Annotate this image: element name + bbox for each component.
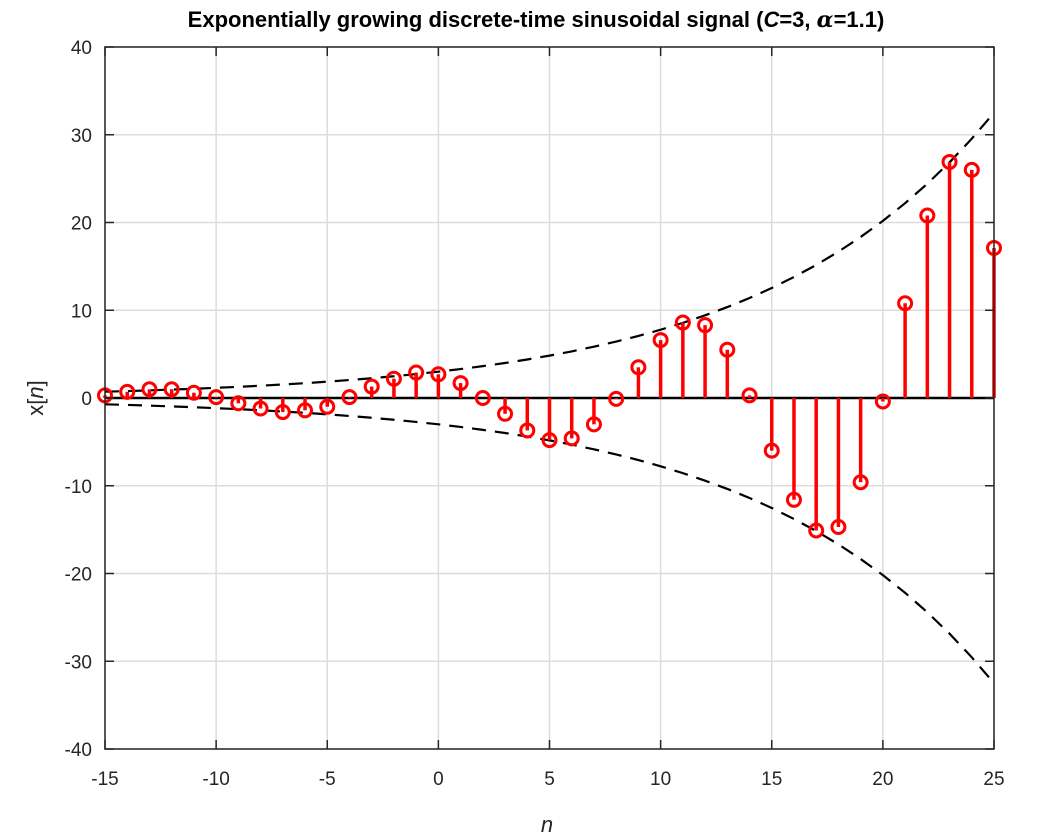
x-tick-labels: -15 -10 -5 0 5 10 15 20 25	[91, 769, 1004, 790]
x-tick-label: 20	[872, 769, 893, 790]
x-tick-label: -15	[91, 769, 118, 790]
x-tick-label: 5	[544, 769, 555, 790]
y-tick-label: -30	[65, 652, 92, 673]
stem-marker	[830, 518, 847, 535]
stem-marker	[674, 314, 691, 331]
stem-marker	[385, 370, 402, 387]
y-axis-label: x[n]	[23, 380, 48, 416]
y-tick-label: -40	[65, 740, 92, 761]
stem-marker	[452, 375, 469, 392]
stem-marker	[785, 491, 802, 508]
stem-marker	[474, 390, 491, 406]
x-tick-label: 10	[650, 769, 671, 790]
x-tick-label: -5	[319, 769, 336, 790]
stem-marker	[874, 393, 891, 410]
stem-marker	[697, 317, 714, 334]
x-tick-label: 15	[761, 769, 782, 790]
stem-marker	[919, 207, 936, 224]
stem-marker	[763, 442, 780, 459]
stem-marker	[319, 398, 336, 415]
stem-marker	[541, 432, 558, 449]
y-tick-label: -10	[65, 477, 92, 498]
stem-marker	[408, 364, 425, 381]
stem-marker	[741, 387, 758, 404]
stem-marker	[719, 341, 736, 358]
stem-marker	[941, 153, 958, 170]
stem-marker	[185, 384, 202, 401]
stem-marker	[652, 332, 669, 349]
stem-marker	[274, 404, 291, 421]
stem-marker	[363, 378, 380, 395]
chart-title: Exponentially growing discrete-time sinu…	[188, 7, 885, 33]
axes-frame	[104, 46, 995, 750]
y-tick-label: 0	[81, 389, 92, 410]
y-tick-label: 10	[71, 301, 92, 322]
stem-marker	[608, 390, 625, 407]
y-tick-labels: -40 -30 -20 -10 0 10 20 30 40	[65, 38, 92, 761]
stem-marker	[163, 381, 180, 398]
stem-marker	[497, 405, 514, 422]
stem-marker	[897, 295, 914, 312]
y-tick-label: 30	[71, 126, 92, 147]
x-tick-label: 25	[983, 769, 1004, 790]
envelope-upper	[104, 112, 995, 393]
y-tick-label: -20	[65, 565, 92, 586]
stem-marker	[230, 395, 247, 412]
stem-marker	[630, 359, 647, 376]
stem-marker	[430, 366, 447, 383]
stem-marker	[341, 389, 358, 406]
x-axis-label: n	[541, 812, 553, 837]
stem-marker	[852, 474, 869, 491]
y-tick-label: 20	[71, 214, 92, 235]
stem-marker	[585, 416, 602, 433]
stem-marker	[563, 430, 580, 447]
stem-marker	[252, 400, 269, 417]
stem-marker	[963, 161, 980, 178]
x-tick-label: -10	[202, 769, 229, 790]
stem-marker	[119, 383, 136, 400]
x-tick-label: 0	[433, 769, 444, 790]
stem-marker	[208, 389, 225, 406]
y-tick-label: 40	[71, 38, 92, 59]
stem-marker	[297, 402, 314, 419]
stem-marker	[519, 422, 536, 439]
stem-marker	[141, 381, 158, 398]
stem-marker	[808, 522, 825, 539]
